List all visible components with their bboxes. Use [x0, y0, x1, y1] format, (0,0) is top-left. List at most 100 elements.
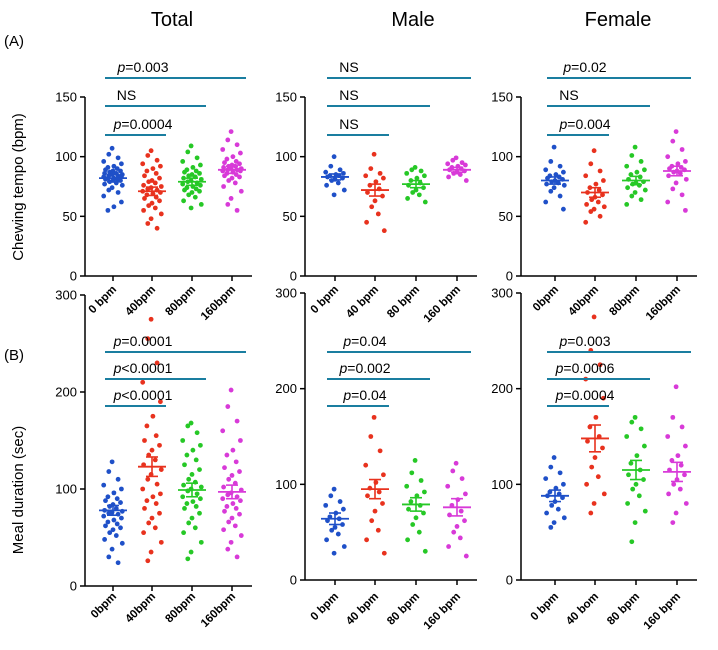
data-point — [323, 502, 329, 508]
data-point — [119, 540, 125, 546]
y-tick-label: 100 — [55, 149, 77, 164]
data-point — [588, 209, 594, 214]
data-point — [376, 489, 382, 495]
data-point — [229, 175, 235, 181]
data-point — [180, 159, 186, 164]
data-point — [365, 493, 370, 499]
data-point — [377, 170, 383, 176]
series-1 — [581, 148, 609, 225]
data-point — [679, 424, 685, 430]
data-point — [189, 515, 195, 521]
data-point — [184, 452, 190, 458]
significance-label-0: NS — [339, 116, 358, 132]
y-tick-label: 300 — [275, 286, 297, 301]
data-point — [158, 163, 163, 169]
data-point — [632, 520, 638, 525]
data-point — [445, 483, 451, 489]
data-point — [446, 544, 451, 549]
data-point — [421, 185, 426, 191]
data-point — [194, 491, 200, 497]
data-point — [198, 496, 203, 502]
data-point — [158, 399, 163, 405]
data-point — [222, 160, 227, 166]
series-0 — [321, 154, 349, 198]
data-point — [225, 137, 231, 143]
data-point — [198, 442, 203, 448]
data-point — [152, 457, 158, 463]
significance-label-0: p=0.0004 — [555, 387, 615, 403]
data-point — [543, 476, 549, 481]
y-tick-label: 200 — [55, 385, 77, 400]
data-point — [561, 481, 566, 487]
data-point — [119, 161, 124, 167]
data-point — [666, 491, 671, 497]
data-point — [421, 510, 426, 516]
data-point — [642, 187, 648, 193]
data-point — [642, 167, 647, 173]
data-point — [405, 196, 410, 201]
data-point — [232, 180, 238, 186]
data-point — [340, 522, 345, 527]
data-point — [588, 510, 594, 516]
data-point — [625, 501, 630, 506]
data-point — [101, 193, 107, 199]
data-point — [194, 430, 200, 436]
data-point — [638, 426, 644, 432]
data-point — [186, 476, 192, 482]
data-point — [185, 556, 191, 562]
data-point — [114, 166, 120, 172]
data-point — [624, 163, 630, 169]
data-point — [220, 428, 226, 434]
category-label: 0 bpm — [309, 284, 341, 316]
data-point — [331, 486, 337, 492]
data-point — [422, 173, 427, 179]
data-point — [114, 521, 120, 527]
data-point — [188, 420, 194, 426]
data-point — [596, 187, 602, 193]
data-point — [545, 175, 550, 181]
data-point — [101, 513, 107, 519]
data-point — [102, 537, 107, 542]
data-point — [181, 198, 187, 204]
data-point — [414, 175, 420, 181]
data-point — [190, 447, 196, 453]
data-point — [593, 181, 599, 187]
data-point — [141, 182, 147, 188]
data-point — [158, 539, 164, 545]
data-point — [220, 496, 226, 502]
data-point — [679, 147, 685, 152]
data-point — [224, 452, 230, 458]
data-point — [182, 169, 187, 175]
data-point — [237, 174, 242, 180]
data-point — [190, 499, 196, 505]
data-point — [341, 170, 346, 176]
data-point — [158, 211, 164, 217]
data-point — [190, 165, 196, 170]
significance-label-2: NS — [339, 59, 358, 75]
data-point — [197, 188, 202, 194]
data-point — [375, 211, 381, 217]
data-point — [105, 207, 111, 213]
data-point — [198, 539, 204, 545]
data-point — [192, 194, 198, 200]
data-point — [364, 537, 369, 543]
data-point — [109, 185, 115, 191]
data-point — [118, 500, 123, 505]
data-point — [683, 443, 688, 449]
data-point — [142, 196, 147, 201]
data-point — [198, 484, 204, 490]
data-point — [224, 156, 230, 162]
series-3 — [663, 129, 691, 213]
data-point — [188, 549, 194, 555]
data-point — [323, 169, 329, 175]
data-point — [557, 163, 563, 169]
data-point — [600, 192, 605, 198]
data-point — [221, 527, 227, 533]
data-point — [633, 481, 639, 487]
data-point — [422, 489, 427, 495]
data-point — [142, 506, 147, 511]
data-point — [197, 170, 202, 176]
data-point — [458, 508, 464, 514]
data-point — [630, 486, 636, 492]
data-point — [583, 219, 589, 225]
